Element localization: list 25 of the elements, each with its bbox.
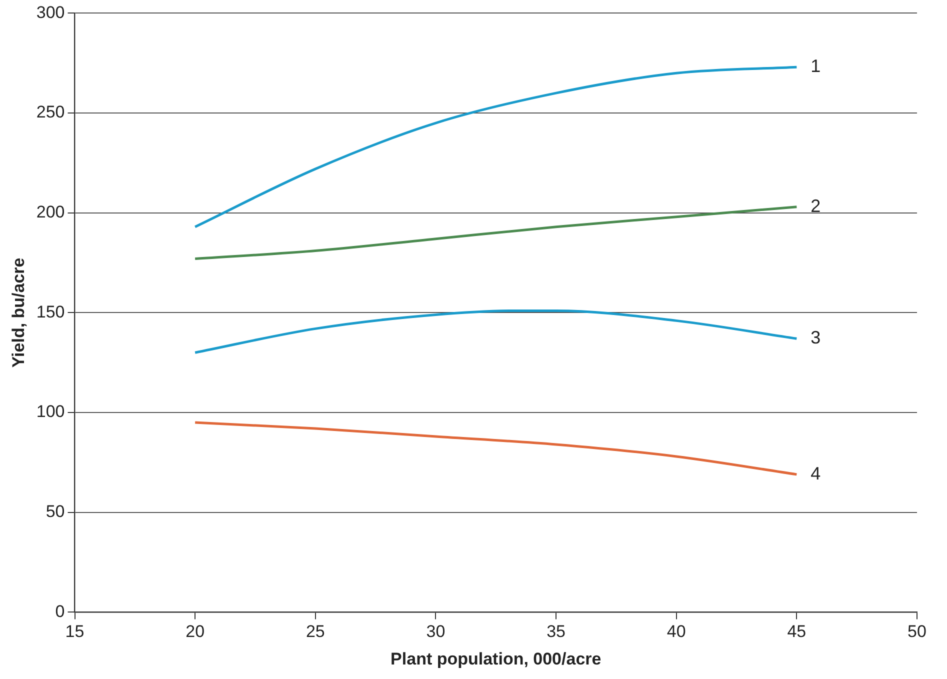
y-tick-label: 150 <box>36 302 65 322</box>
y-tick-label: 300 <box>36 2 65 22</box>
x-tick-label: 25 <box>306 622 325 642</box>
y-tick-label: 200 <box>36 202 65 222</box>
y-tick-label: 250 <box>36 102 65 122</box>
line-series <box>194 309 798 354</box>
line-series <box>194 421 798 476</box>
x-tick-label: 30 <box>426 622 446 642</box>
x-tick-label: 35 <box>546 622 566 642</box>
y-tick-label: 0 <box>55 602 65 621</box>
x-tick-label: 45 <box>787 622 806 642</box>
x-tick-label: 15 <box>65 622 84 642</box>
y-tick-label: 100 <box>36 402 65 422</box>
x-tick-label: 20 <box>186 622 205 642</box>
line-series <box>194 206 798 260</box>
series-label: 2 <box>810 196 821 216</box>
y-tick-label: 50 <box>46 502 65 522</box>
series-label: 4 <box>810 463 821 484</box>
series-label: 1 <box>810 56 821 76</box>
series-label: 3 <box>810 328 821 348</box>
y-axis-title: Yield, bu/acre <box>8 258 28 368</box>
x-axis-title: Plant population, 000/acre <box>390 649 602 668</box>
x-tick-label: 50 <box>908 622 926 642</box>
x-tick-label: 40 <box>666 622 686 642</box>
line-series <box>194 66 798 228</box>
